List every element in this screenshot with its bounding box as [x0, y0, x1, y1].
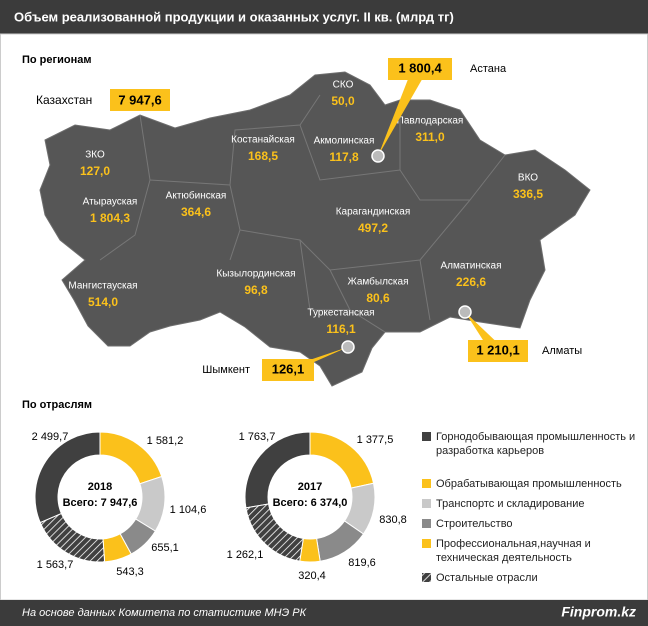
donut-hole: [268, 455, 352, 539]
donut-year: 2017: [298, 481, 322, 493]
region-name: Кызылординская: [216, 269, 295, 280]
section-title: По отраслям: [22, 399, 92, 411]
region-name: ЗКО: [85, 150, 105, 161]
region-name: Жамбылская: [348, 276, 409, 288]
city-box: [468, 340, 528, 362]
region-name: Актюбинская: [166, 190, 227, 202]
legend-entry: Транспортс и складирование: [436, 498, 585, 510]
city-box: [262, 359, 314, 381]
legend-swatch: [422, 499, 431, 508]
value-label: 1 104,6: [170, 504, 207, 516]
value-label: 830,8: [379, 514, 407, 526]
city-dot: [341, 340, 355, 354]
legend-entry: Обрабатывающая промышленность: [436, 478, 622, 490]
region-value: 96,8: [244, 283, 268, 297]
map: [39, 71, 591, 387]
region-name: Карагандинская: [336, 207, 411, 218]
total-box: [110, 89, 170, 111]
legend-swatch: [422, 432, 431, 441]
callout: [378, 69, 428, 156]
value-label: 1 563,7: [37, 559, 74, 571]
page-title: Объем реализованной продукции и оказанны…: [14, 9, 454, 24]
region-value: 80,6: [366, 291, 390, 305]
region-name: Акмолинская: [314, 136, 375, 147]
city-box: [388, 58, 452, 80]
region-value: 117,8: [329, 150, 359, 164]
region-value: 336,5: [513, 187, 543, 201]
region-name: ВКО: [518, 173, 538, 184]
brand: Finprom.kz: [561, 604, 636, 620]
city-value: 126,1: [272, 361, 305, 376]
region-name: Костанайская: [231, 135, 295, 146]
value-label: 543,3: [116, 566, 144, 578]
legend-swatch: [422, 479, 431, 488]
region-value: 226,6: [456, 275, 486, 289]
section-title: По регионам: [22, 54, 91, 66]
value-label: 320,4: [298, 570, 326, 582]
city-value: 1 800,4: [398, 60, 442, 75]
region-value: 311,0: [415, 130, 445, 144]
legend-entry: Остальные отрасли: [436, 572, 538, 584]
legend-entry: Строительство: [436, 518, 513, 530]
city-dot: [458, 305, 472, 319]
region-name: Алматинская: [441, 261, 502, 272]
region-name: Туркестанская: [307, 308, 374, 319]
donut-total: Всего: 7 947,6: [63, 497, 138, 509]
region-name: Мангистауская: [68, 281, 137, 292]
value-label: 1 581,2: [147, 435, 184, 447]
donut-total: Всего: 6 374,0: [273, 497, 348, 509]
city-dot: [371, 149, 385, 163]
region-name: СКО: [333, 80, 354, 91]
region-name: Павлодарская: [397, 116, 464, 127]
header-bar: [0, 0, 648, 34]
region-value: 514,0: [88, 295, 118, 309]
legend-entry: Горнодобывающая промышленность и разрабо…: [436, 431, 636, 457]
value-label: 655,1: [151, 542, 179, 554]
donut-year: 2018: [88, 481, 112, 493]
region-value: 116,1: [326, 322, 356, 336]
region-name: Атырауская: [83, 197, 138, 208]
legend-entry: Профессиональная,научная и техническая д…: [436, 538, 591, 564]
legend-swatch: [422, 539, 431, 548]
value-label: 2 499,7: [32, 431, 69, 443]
value-label: 1 262,1: [227, 549, 264, 561]
city-name: Астана: [470, 63, 507, 75]
region-value: 364,6: [181, 205, 211, 219]
region-value: 168,5: [248, 149, 278, 163]
region-borders: [99, 94, 506, 333]
legend-swatch: [422, 519, 431, 528]
value-label: 819,6: [348, 557, 376, 569]
legend-swatch: [422, 573, 431, 582]
region-value: 497,2: [358, 221, 388, 235]
city-value: 1 210,1: [476, 342, 519, 357]
region-value: 1 804,3: [90, 211, 130, 225]
region-value: 50,0: [331, 94, 355, 108]
total-value: 7 947,6: [118, 92, 161, 107]
footer-bar: [0, 600, 648, 626]
total-name: Казахстан: [36, 93, 92, 107]
source: На основе данных Комитета по статистике …: [22, 607, 307, 619]
value-label: 1 377,5: [357, 434, 394, 446]
value-label: 1 763,7: [239, 431, 276, 443]
city-name: Шымкент: [202, 364, 250, 376]
city-name: Алматы: [542, 345, 582, 357]
donut-hole: [58, 455, 142, 539]
region-value: 127,0: [80, 164, 110, 178]
